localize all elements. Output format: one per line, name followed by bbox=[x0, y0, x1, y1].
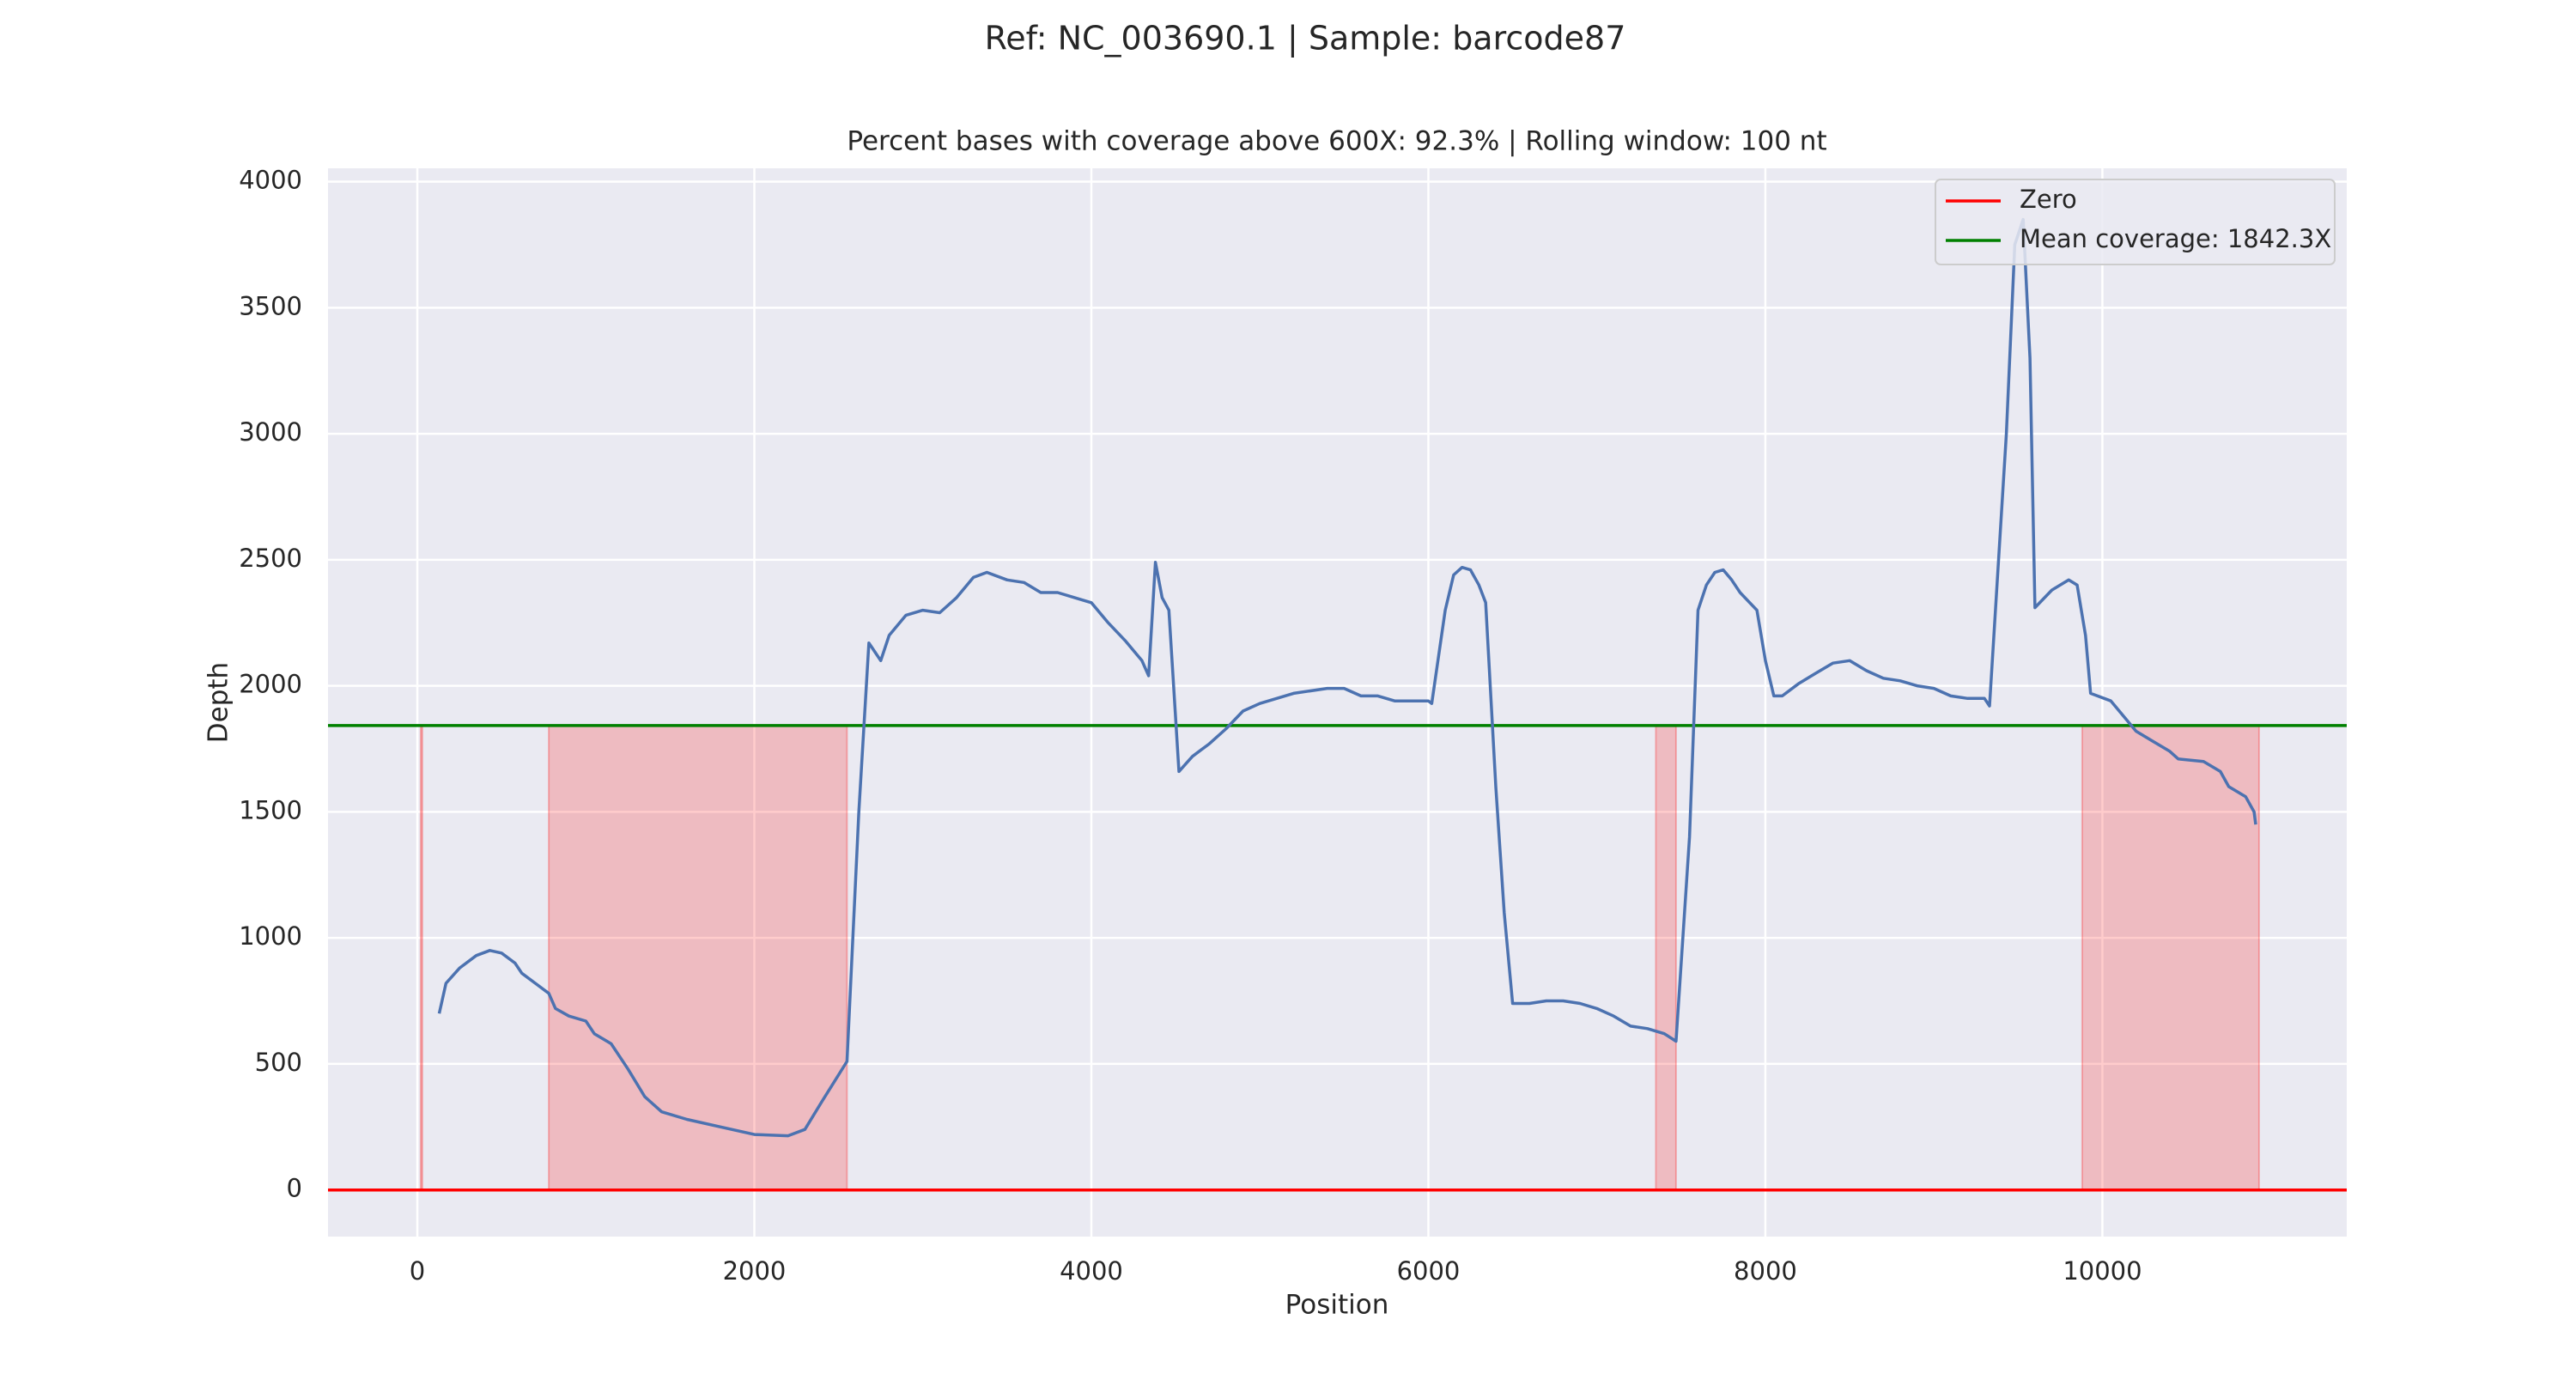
y-axis-label: Depth bbox=[204, 662, 234, 743]
low-coverage-span bbox=[548, 724, 848, 1191]
legend-label: Mean coverage: 1842.3X bbox=[2020, 224, 2331, 253]
y-tick-label: 500 bbox=[255, 1048, 302, 1077]
legend-box bbox=[1935, 179, 2336, 265]
chart-title: Ref: NC_003690.1 | Sample: barcode87 bbox=[985, 20, 1626, 58]
plot-layer bbox=[328, 217, 2347, 1192]
x-tick-label: 4000 bbox=[1060, 1256, 1123, 1286]
x-tick-label: 10000 bbox=[2063, 1256, 2142, 1286]
depth-line bbox=[437, 217, 2257, 1138]
y-tick-label: 2500 bbox=[239, 544, 302, 573]
x-tick-label: 2000 bbox=[723, 1256, 787, 1286]
low-coverage-span bbox=[419, 724, 423, 1191]
x-tick-label: 0 bbox=[410, 1256, 425, 1286]
x-axis-label: Position bbox=[1285, 1290, 1389, 1321]
low-coverage-span bbox=[1655, 724, 1677, 1191]
legend-label: Zero bbox=[2020, 185, 2077, 214]
y-tick-label: 2000 bbox=[239, 670, 302, 699]
x-tick-label: 6000 bbox=[1397, 1256, 1461, 1286]
y-tick-label: 0 bbox=[287, 1174, 302, 1203]
x-tick-label: 8000 bbox=[1734, 1256, 1797, 1286]
chart-subtitle: Percent bases with coverage above 600X: … bbox=[847, 126, 1826, 157]
y-tick-label: 3500 bbox=[239, 291, 302, 320]
low-coverage-span bbox=[2081, 724, 2260, 1191]
y-tick-label: 3000 bbox=[239, 417, 302, 447]
y-tick-label: 4000 bbox=[239, 166, 302, 195]
y-tick-label: 1000 bbox=[239, 921, 302, 951]
y-tick-label: 1500 bbox=[239, 795, 302, 824]
